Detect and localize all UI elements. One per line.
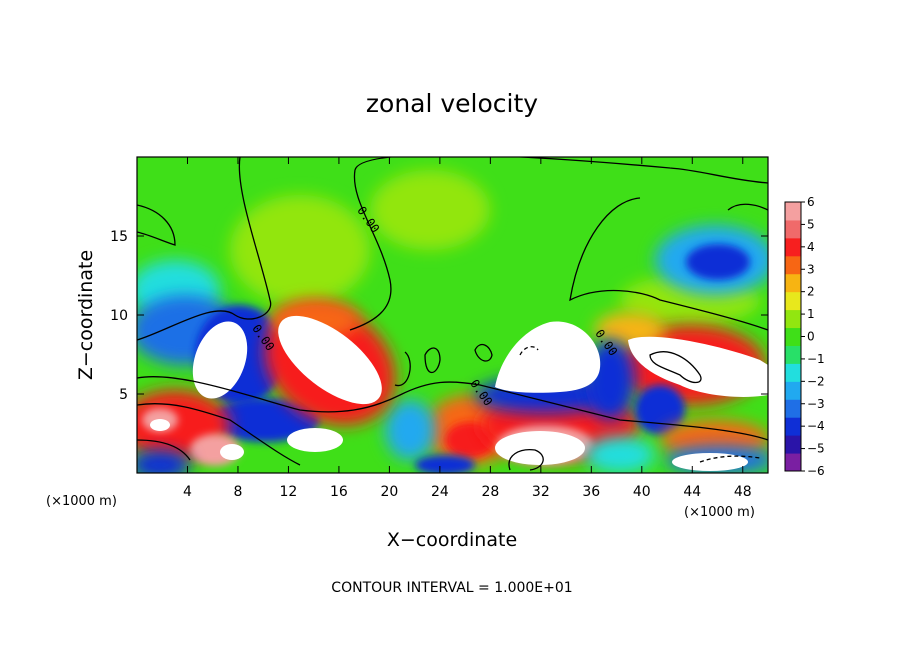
x-tick-label: 20 xyxy=(380,484,398,500)
colorbar-tick-label: 0 xyxy=(807,330,815,344)
x-tick-label: 4 xyxy=(183,484,192,500)
colorbar-swatch xyxy=(785,291,801,311)
colorbar-tick-label: 5 xyxy=(807,217,815,231)
x-tick-label: 12 xyxy=(280,484,298,500)
colorbar-swatch xyxy=(785,237,801,257)
x-tick-label: 36 xyxy=(582,484,600,500)
x-axis-ticks: 4 8 12 16 20 24 28 32 36 40 44 48 xyxy=(183,157,752,500)
z-scale-note: (×1000 m) xyxy=(684,505,755,520)
colorbar-tick-label: −6 xyxy=(807,464,825,478)
y-tick-label: 15 xyxy=(110,229,128,245)
y-tick-label: 10 xyxy=(110,308,128,324)
colorbar-tick-label: −1 xyxy=(807,352,825,366)
x-tick-label: 48 xyxy=(734,484,752,500)
colorbar-swatch xyxy=(785,327,801,346)
x-scale-note: (×1000 m) xyxy=(46,494,117,509)
colorbar-swatch xyxy=(785,273,801,293)
colorbar-tick-label: 4 xyxy=(807,240,815,254)
chart-title: zonal velocity xyxy=(366,89,538,118)
plot-area: 0.00 0.00 0.00 0.00 xyxy=(137,157,768,473)
x-axis-label: X−coordinate xyxy=(387,529,517,551)
colorbar-tick-label: 6 xyxy=(807,195,815,209)
y-axis-ticks: 5 10 15 xyxy=(110,229,768,403)
colorbar-swatch xyxy=(785,363,801,382)
colorbar-swatch xyxy=(785,309,801,329)
contour-lines xyxy=(137,157,768,471)
x-tick-label: 40 xyxy=(633,484,651,500)
x-tick-label: 8 xyxy=(233,484,242,500)
colorbar-swatch xyxy=(785,381,801,400)
x-tick-label: 44 xyxy=(683,484,701,500)
colorbar-swatch xyxy=(785,417,801,436)
colorbar-tick-label: −2 xyxy=(807,374,825,388)
colorbar-swatch xyxy=(785,219,801,239)
y-axis-label: Z−coordinate xyxy=(75,250,97,380)
colorbar-tick-label: 2 xyxy=(807,285,815,299)
x-tick-label: 32 xyxy=(532,484,550,500)
colorbar-swatch xyxy=(785,345,801,364)
x-tick-label: 16 xyxy=(330,484,348,500)
colorbar-swatch xyxy=(785,453,801,472)
colorbar-swatch xyxy=(785,202,801,221)
field-blobs xyxy=(137,170,768,473)
y-tick-label: 5 xyxy=(119,387,128,403)
colorbar-tick-label: 3 xyxy=(807,262,815,276)
colorbar-tick-label: −4 xyxy=(807,419,825,433)
contour-interval-note: CONTOUR INTERVAL = 1.000E+01 xyxy=(331,580,572,596)
x-tick-label: 28 xyxy=(481,484,499,500)
x-tick-label: 24 xyxy=(431,484,449,500)
colorbar: 6 5 4 3 2 1 0 −1 −2 −3 −4 −5 −6 xyxy=(784,195,825,478)
colorbar-tick-label: −5 xyxy=(807,442,825,456)
colorbar-swatch xyxy=(785,399,801,418)
colorbar-tick-label: 1 xyxy=(807,307,815,321)
colorbar-swatch xyxy=(785,435,801,454)
colorbar-swatch xyxy=(785,255,801,275)
colorbar-tick-label: −3 xyxy=(807,397,825,411)
